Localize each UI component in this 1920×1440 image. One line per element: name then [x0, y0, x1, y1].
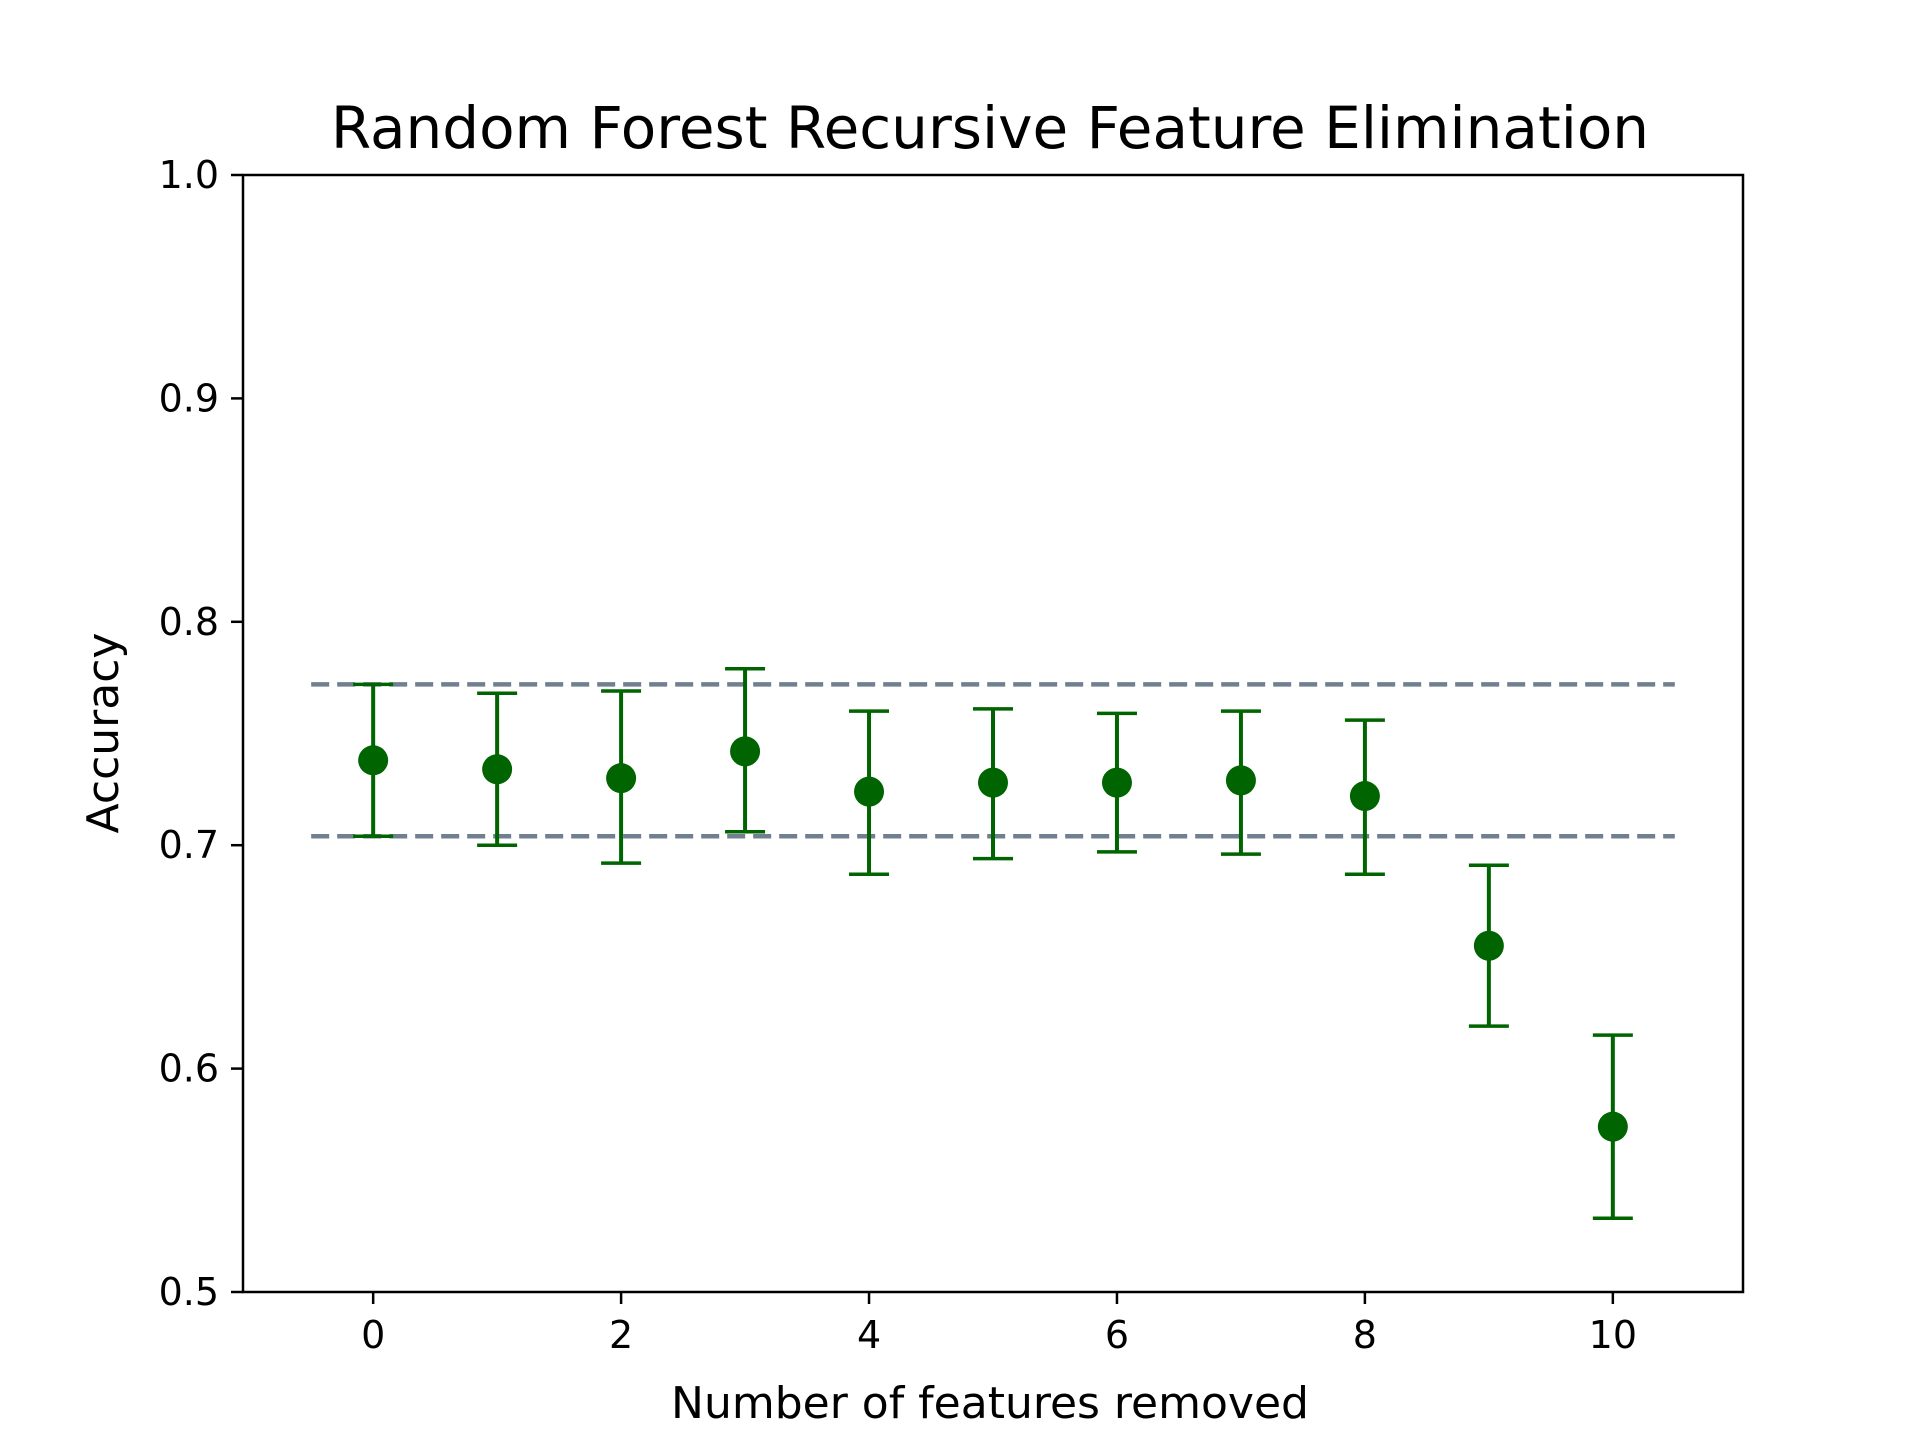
data-point-0 [358, 745, 389, 776]
data-point-8 [1349, 781, 1380, 812]
data-point-4 [854, 776, 885, 807]
y-axis-ticks: 0.5 0.6 0.7 0.8 0.9 1.0 [159, 153, 243, 1314]
y-tick-label: 1.0 [159, 153, 219, 197]
x-axis-ticks: 0 2 4 6 8 10 [361, 1292, 1637, 1357]
y-axis-label: Accuracy [78, 633, 129, 834]
y-tick-label: 0.7 [159, 823, 219, 867]
plot-area-frame [241, 173, 1745, 1294]
x-tick-label: 8 [1353, 1313, 1377, 1357]
x-tick-label: 2 [609, 1313, 633, 1357]
data-point-2 [606, 763, 637, 794]
data-point-7 [1225, 765, 1256, 796]
data-point-6 [1101, 767, 1132, 798]
y-tick-label: 0.9 [159, 376, 219, 420]
chart-title: Random Forest Recursive Feature Eliminat… [331, 94, 1649, 162]
y-tick-label: 0.6 [159, 1047, 219, 1091]
x-tick-label: 0 [361, 1313, 385, 1357]
y-tick-label: 0.5 [159, 1270, 219, 1314]
x-axis-label: Number of features removed [671, 1378, 1309, 1429]
data-point-3 [730, 736, 761, 767]
x-tick-label: 6 [1105, 1313, 1129, 1357]
y-tick-label: 0.8 [159, 600, 219, 644]
data-point-9 [1473, 930, 1504, 961]
data-point-5 [978, 767, 1008, 798]
data-points [358, 736, 1628, 1142]
x-tick-label: 4 [857, 1313, 881, 1357]
data-point-10 [1597, 1111, 1628, 1142]
data-point-1 [482, 754, 513, 785]
x-tick-label: 10 [1589, 1313, 1637, 1357]
